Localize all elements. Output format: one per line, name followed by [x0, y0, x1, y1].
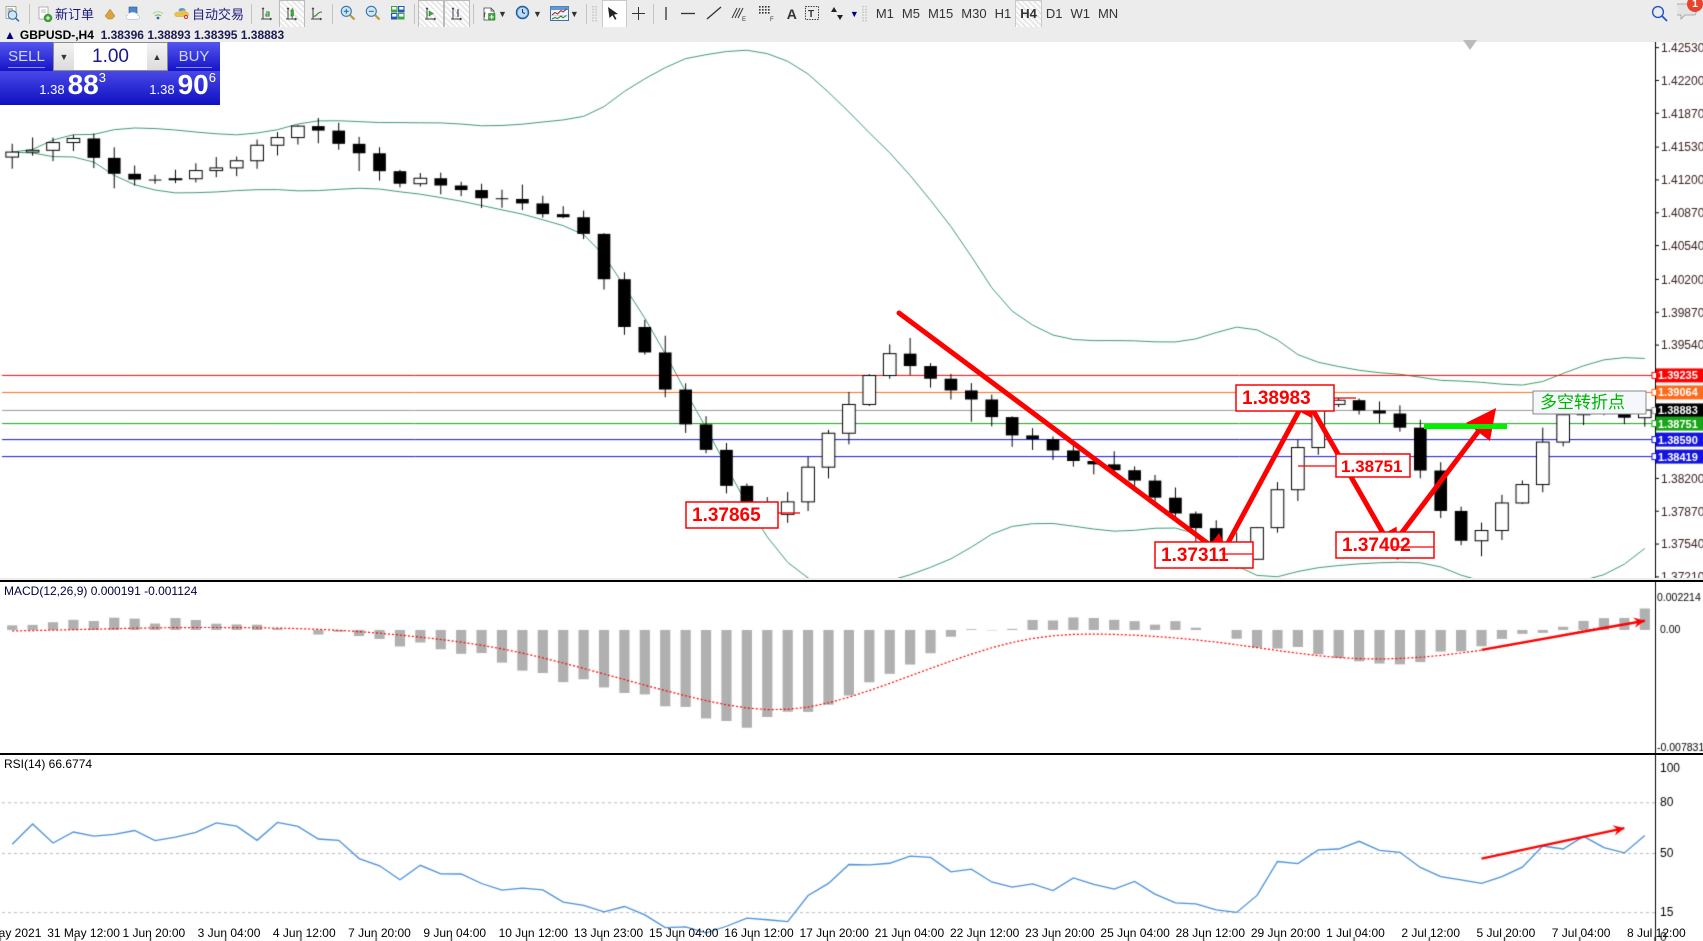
- svg-text:T: T: [808, 9, 814, 20]
- svg-text:F: F: [770, 17, 774, 22]
- svg-text:E: E: [742, 17, 746, 22]
